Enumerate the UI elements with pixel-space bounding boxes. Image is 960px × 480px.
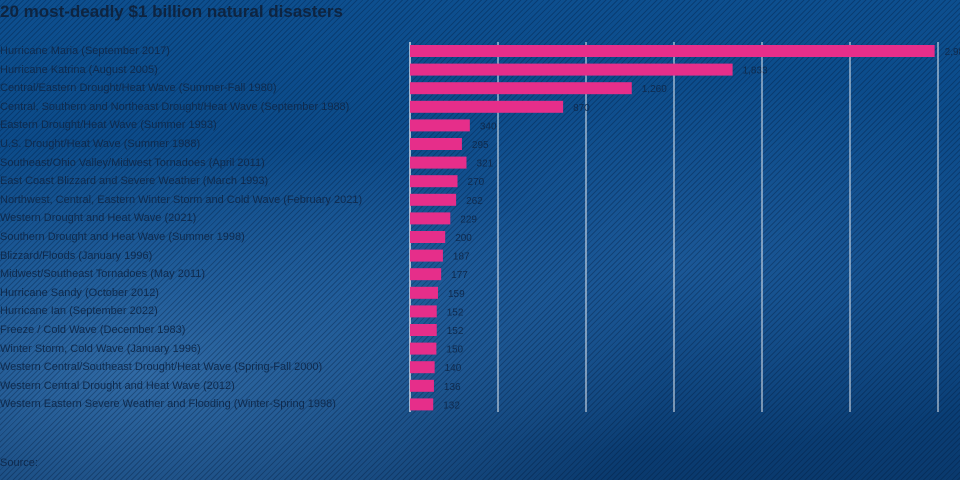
bar[interactable] xyxy=(410,324,437,336)
bar[interactable] xyxy=(410,305,437,318)
value-label: 295 xyxy=(472,140,489,151)
value-label: 132 xyxy=(443,400,460,411)
category-label: Northwest, Central, Eastern Winter Storm… xyxy=(0,193,363,206)
category-label: Hurricane Maria (September 2017) xyxy=(0,45,170,57)
bar[interactable] xyxy=(410,138,462,150)
value-label: 340 xyxy=(480,121,497,132)
category-label: Hurricane Katrina (August 2005) xyxy=(0,63,158,76)
bar[interactable] xyxy=(410,286,438,299)
bar[interactable] xyxy=(410,268,442,281)
bar[interactable] xyxy=(410,119,470,132)
value-label: 136 xyxy=(444,382,461,393)
value-label: 159 xyxy=(448,289,465,300)
bar[interactable] xyxy=(410,249,443,262)
bar[interactable] xyxy=(410,193,457,206)
category-label: Central/Eastern Drought/Heat Wave (Summe… xyxy=(0,82,277,95)
value-label: 1,833 xyxy=(743,66,768,77)
category-label: Hurricane Ian (September 2022) xyxy=(0,305,158,318)
value-label: 229 xyxy=(460,214,477,225)
value-label: 200 xyxy=(455,233,472,244)
source-line: Source: xyxy=(0,457,42,469)
category-label: Hurricane Sandy (October 2012) xyxy=(0,286,159,299)
category-label: Central, Southern and Northeast Drought/… xyxy=(0,100,350,113)
bars xyxy=(410,45,935,411)
bar[interactable] xyxy=(410,100,564,113)
bar[interactable] xyxy=(410,212,451,225)
bar[interactable] xyxy=(410,342,437,355)
value-label: 870 xyxy=(573,103,590,114)
category-label: Freeze / Cold Wave (December 1983) xyxy=(0,324,186,336)
bar[interactable] xyxy=(410,45,935,57)
bar[interactable] xyxy=(410,82,632,95)
value-labels: 2,981 1,833 1,260 870 340 295 321 270 262 229 200 1… xyxy=(443,47,960,411)
category-label: Southern Drought and Heat Wave (Summer 1… xyxy=(0,231,245,243)
bar[interactable] xyxy=(410,361,435,374)
value-label: 187 xyxy=(453,252,470,263)
value-label: 140 xyxy=(445,363,462,374)
category-label: Western Eastern Severe Weather and Flood… xyxy=(0,398,336,411)
value-label: 270 xyxy=(468,177,485,188)
source-label: Source: xyxy=(0,457,38,469)
category-label: Winter Storm, Cold Wave (January 1996) xyxy=(0,342,201,355)
category-label: East Coast Blizzard and Severe Weather (… xyxy=(0,175,269,188)
category-label: Eastern Drought/Heat Wave (Summer 1993) xyxy=(0,119,217,132)
gridlines xyxy=(409,42,939,412)
value-label: 150 xyxy=(446,345,463,356)
bar[interactable] xyxy=(410,175,458,188)
value-label: 321 xyxy=(476,159,493,170)
bar[interactable] xyxy=(410,379,434,392)
value-label: 177 xyxy=(451,270,468,281)
bar[interactable] xyxy=(410,156,467,169)
value-label: 152 xyxy=(447,326,464,337)
bar[interactable] xyxy=(410,63,733,76)
value-label: 262 xyxy=(466,196,483,207)
chart-title: 20 most-deadly $1 billion natural disast… xyxy=(0,2,343,21)
value-label: 1,260 xyxy=(642,84,667,95)
value-label: 152 xyxy=(447,307,464,318)
category-label: U.S. Drought/Heat Wave (Summer 1988) xyxy=(0,138,201,150)
category-label: Western Central Drought and Heat Wave (2… xyxy=(0,379,235,392)
category-label: Western Central/Southeast Drought/Heat W… xyxy=(0,361,323,374)
bar[interactable] xyxy=(410,231,446,243)
category-label: Blizzard/Floods (January 1996) xyxy=(0,249,153,262)
category-label: Midwest/Southeast Tornadoes (May 2011) xyxy=(0,268,206,281)
category-label: Southeast/Ohio Valley/Midwest Tornadoes … xyxy=(0,156,265,169)
value-label: 2,981 xyxy=(945,47,960,58)
bar[interactable] xyxy=(410,398,434,411)
category-label: Western Drought and Heat Wave (2021) xyxy=(0,212,197,225)
